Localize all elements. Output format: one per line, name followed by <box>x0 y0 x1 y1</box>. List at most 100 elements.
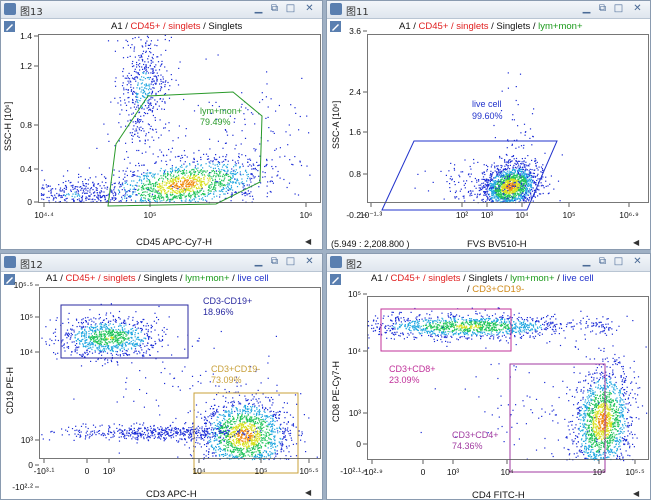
event-dot <box>507 197 509 199</box>
event-dot <box>164 66 166 68</box>
event-dot <box>500 171 503 173</box>
event-dot <box>85 331 87 333</box>
event-dot <box>220 171 222 173</box>
event-dot <box>451 178 453 180</box>
event-dot <box>141 180 143 182</box>
event-dot <box>228 435 230 438</box>
event-dot <box>509 174 511 176</box>
event-dot <box>212 169 215 171</box>
event-dot <box>186 172 188 174</box>
event-dot <box>79 325 81 327</box>
event-dot <box>190 200 192 202</box>
event-dot <box>177 84 180 86</box>
pencil-icon[interactable] <box>4 274 15 285</box>
event-dot <box>126 354 128 356</box>
event-dot <box>513 179 515 181</box>
scroll-left-arrow[interactable]: ◀ <box>305 237 312 246</box>
event-dot <box>207 179 209 181</box>
event-dot <box>123 89 125 91</box>
minimize-button[interactable]: ▁ <box>254 256 263 267</box>
event-dot <box>237 162 240 164</box>
gate-name: lym+mon+ <box>200 106 242 116</box>
event-dot <box>206 428 208 430</box>
event-dot <box>143 91 145 94</box>
close-button[interactable]: ✕ <box>633 3 642 14</box>
event-dot <box>134 200 137 202</box>
event-dot <box>503 197 505 199</box>
event-dot <box>134 115 136 117</box>
plot-window-3[interactable]: 图12 ▁ ⧉ □ ✕ A1 / CD45+ / singlets / Sing… <box>0 253 323 500</box>
minimize-button[interactable]: ▁ <box>254 3 263 14</box>
event-dot <box>545 176 547 178</box>
event-dot <box>517 181 519 183</box>
event-dot <box>241 103 243 105</box>
event-dot <box>203 181 205 183</box>
event-dot <box>247 190 249 192</box>
window-titlebar[interactable]: 图13 ▁ ⧉ □ ✕ <box>1 1 322 19</box>
event-dot <box>103 185 105 187</box>
event-dot <box>528 192 530 194</box>
event-dot <box>130 336 132 339</box>
minimize-button[interactable]: ▁ <box>582 3 591 14</box>
event-dot <box>139 339 141 341</box>
scroll-left-arrow[interactable]: ◀ <box>633 238 640 247</box>
event-dot <box>531 176 533 178</box>
pencil-icon[interactable] <box>4 21 15 32</box>
gate-polygon[interactable] <box>107 91 263 207</box>
event-dot <box>200 172 203 175</box>
event-dot <box>103 194 105 197</box>
pencil-icon[interactable] <box>330 21 341 32</box>
restore-button[interactable]: ⧉ <box>598 3 607 14</box>
event-dot <box>469 190 471 192</box>
event-dot <box>152 70 154 72</box>
event-dot <box>127 120 129 122</box>
event-dot <box>179 197 181 200</box>
plot-window-1[interactable]: 图13 ▁ ⧉ □ ✕ A1 / CD45+ / singlets / Sing… <box>0 0 323 250</box>
event-dot <box>149 189 151 191</box>
event-dot <box>43 193 45 195</box>
dotplot-3[interactable]: CD3-CD19+18.96%CD3+CD19-73.09%-10³·¹ 0 10³… <box>12 280 321 492</box>
maximize-button[interactable]: □ <box>285 256 296 267</box>
event-dot <box>146 94 148 97</box>
close-button[interactable]: ✕ <box>305 256 314 267</box>
maximize-button[interactable]: □ <box>285 3 296 14</box>
event-dot <box>266 196 268 198</box>
restore-button[interactable]: ⧉ <box>270 256 279 267</box>
event-dot <box>524 170 526 173</box>
event-dot <box>516 189 518 191</box>
restore-button[interactable]: ⧉ <box>270 3 279 14</box>
event-dot <box>509 193 511 195</box>
window-titlebar[interactable]: 图12 ▁ ⧉ □ ✕ <box>1 254 322 272</box>
event-dot <box>146 84 148 87</box>
window-titlebar[interactable]: 图11 ▁ ⧉ □ ✕ <box>327 1 650 19</box>
event-dot <box>219 169 221 171</box>
event-dot <box>155 190 157 192</box>
event-dot <box>146 107 148 109</box>
event-dot <box>521 189 523 191</box>
plot-window-2[interactable]: 图11 ▁ ⧉ □ ✕ A1 / CD45+ / singlets / Sing… <box>326 0 651 250</box>
event-dot <box>92 338 94 340</box>
event-dot <box>497 189 499 192</box>
event-dot <box>147 193 149 196</box>
event-dot <box>254 435 256 437</box>
event-dot <box>521 187 523 189</box>
event-dot <box>510 186 512 188</box>
event-dot <box>234 118 236 120</box>
event-dot <box>528 170 530 172</box>
event-dot <box>95 326 97 328</box>
event-dot <box>528 178 530 180</box>
event-dot <box>164 173 167 175</box>
event-dot <box>82 354 84 356</box>
maximize-button[interactable]: □ <box>613 3 624 14</box>
event-dot <box>524 172 526 174</box>
event-dot <box>192 182 194 184</box>
event-dot <box>521 170 523 172</box>
event-cluster <box>41 303 200 372</box>
event-dot <box>164 181 166 183</box>
gate-polygon[interactable] <box>381 140 558 211</box>
close-button[interactable]: ✕ <box>305 3 314 14</box>
header-segment: A1 / <box>399 21 419 32</box>
event-dot <box>523 172 525 174</box>
